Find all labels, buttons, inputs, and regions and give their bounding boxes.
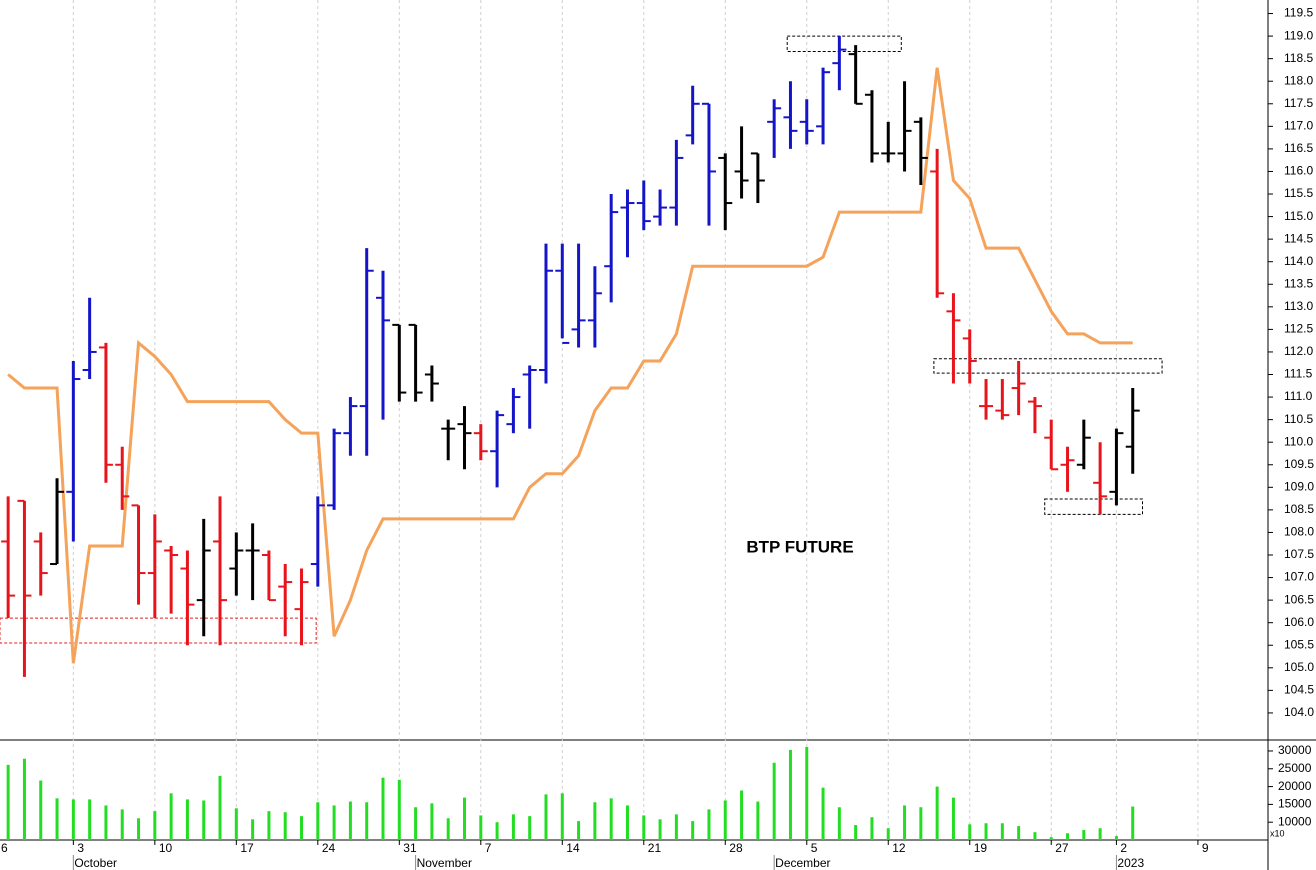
- x-tick-label: 10: [159, 841, 173, 855]
- y-tick-label: 107.0: [1284, 570, 1314, 584]
- y-tick-label: 117.0: [1284, 119, 1313, 133]
- y-tick-label: 108.0: [1284, 525, 1314, 539]
- x-tick-label: 3: [77, 841, 84, 855]
- y-tick-label: 104.5: [1284, 683, 1314, 697]
- y-tick-label: 112.5: [1284, 322, 1313, 336]
- y-tick-label: 111.0: [1284, 389, 1313, 403]
- y-tick-label: 117.5: [1284, 96, 1313, 110]
- y-tick-label: 112.0: [1284, 344, 1313, 358]
- y-tick-label: 105.0: [1284, 660, 1314, 674]
- y-tick-label: 10000: [1278, 814, 1312, 828]
- y-tick-label: 119.0: [1284, 28, 1313, 42]
- y-tick-label: 115.0: [1284, 209, 1313, 223]
- y-tick-label: 110.0: [1284, 434, 1313, 448]
- x-tick-label: 19: [974, 841, 988, 855]
- y-tick-label: 109.5: [1284, 457, 1314, 471]
- zone-box: [1044, 498, 1144, 515]
- x-tick-label: 21: [648, 841, 662, 855]
- y-tick-label: 106.5: [1284, 592, 1314, 606]
- month-label: October: [74, 856, 117, 870]
- y-tick-label: 108.5: [1284, 502, 1314, 516]
- y-tick-label: 113.0: [1284, 299, 1313, 313]
- x-tick-label: 24: [322, 841, 336, 855]
- y-tick-label: 105.5: [1284, 637, 1314, 651]
- zone-box: [0, 617, 317, 644]
- stop-line: [7, 67, 1133, 664]
- y-tick-label: 114.0: [1284, 254, 1313, 268]
- y-tick-label: 15000: [1278, 797, 1312, 811]
- x-tick-label: 12: [892, 841, 906, 855]
- y-tick-label: 25000: [1278, 761, 1312, 775]
- y-tick-label: 20000: [1278, 779, 1312, 793]
- y-tick-label: 113.5: [1284, 276, 1313, 290]
- y-tick-label: 119.5: [1284, 6, 1313, 20]
- x-tick-label: 2: [1120, 841, 1127, 855]
- y-tick-label: 111.5: [1284, 367, 1313, 381]
- y-tick-label: 118.5: [1284, 51, 1313, 65]
- y-tick-label: 116.5: [1284, 141, 1313, 155]
- x-tick-label: 27: [1055, 841, 1069, 855]
- y-tick-label: 110.5: [1284, 412, 1313, 426]
- chart-title: BTP FUTURE: [746, 537, 853, 556]
- x-tick-label: 7: [485, 841, 492, 855]
- x-tick-label: 5: [811, 841, 818, 855]
- x-tick-label: 17: [240, 841, 254, 855]
- y-tick-label: 109.0: [1284, 479, 1314, 493]
- x-tick-label: 28: [729, 841, 743, 855]
- x-tick-label: 14: [566, 841, 580, 855]
- y-tick-label: 115.5: [1284, 186, 1313, 200]
- month-label: 2023: [1117, 856, 1144, 870]
- y-tick-label: 30000: [1278, 743, 1312, 757]
- zone-box: [786, 35, 902, 52]
- month-label: December: [775, 856, 830, 870]
- month-label: November: [417, 856, 472, 870]
- x-tick-label: 6: [1, 841, 8, 855]
- x-tick-label: 9: [1202, 841, 1209, 855]
- y-tick-label: 118.0: [1284, 73, 1313, 87]
- y-tick-label: 114.5: [1284, 231, 1313, 245]
- y-tick-label: 116.0: [1284, 164, 1313, 178]
- y-tick-label: 107.5: [1284, 547, 1314, 561]
- zone-box: [933, 358, 1163, 374]
- y-tick-label: 104.0: [1284, 705, 1314, 719]
- scale-label: x10: [1270, 828, 1285, 838]
- x-tick-label: 31: [403, 841, 417, 855]
- y-tick-label: 106.0: [1284, 615, 1314, 629]
